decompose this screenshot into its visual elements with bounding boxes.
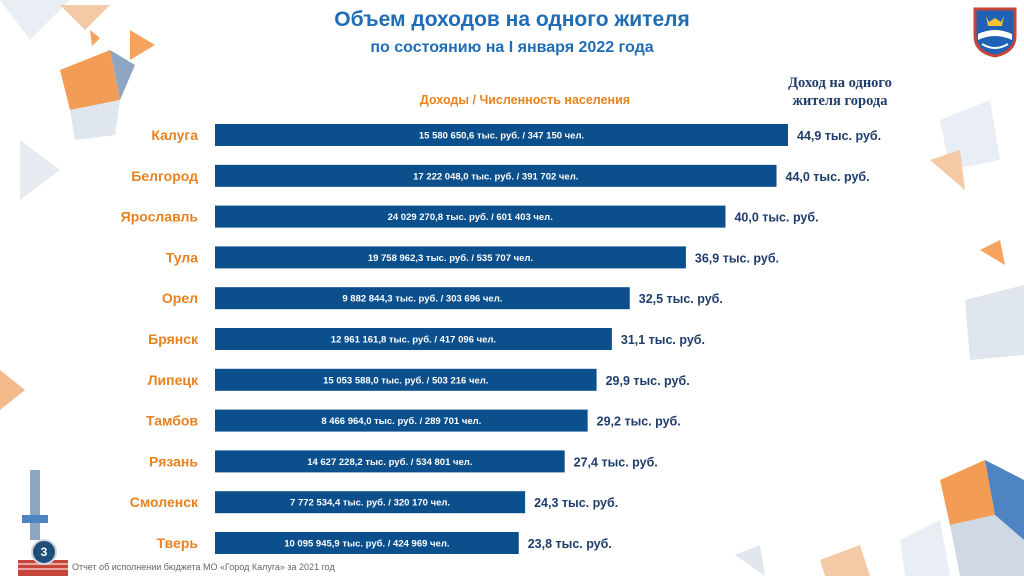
city-label: Брянск bbox=[148, 331, 199, 347]
bar-value-label: 36,9 тыс. руб. bbox=[695, 251, 779, 265]
left-column-header: Доходы / Численность населения bbox=[419, 93, 631, 107]
page-title: Объем доходов на одного жителя bbox=[334, 8, 690, 31]
bar-inner-label: 9 882 844,3 тыс. руб. / 303 696 чел. bbox=[342, 294, 502, 305]
page-number-badge: 3 bbox=[31, 539, 57, 565]
city-label: Ярославль bbox=[121, 209, 199, 225]
bar-inner-label: 24 029 270,8 тыс. руб. / 601 403 чел. bbox=[388, 212, 553, 223]
city-label: Тула bbox=[166, 249, 199, 265]
bar-value-label: 44,9 тыс. руб. bbox=[797, 129, 881, 143]
bar bbox=[215, 328, 612, 350]
bar-inner-label: 14 627 228,2 тыс. руб. / 534 801 чел. bbox=[307, 457, 472, 468]
bar-value-label: 29,2 тыс. руб. bbox=[597, 415, 681, 429]
city-label: Тверь bbox=[157, 535, 199, 551]
page-subtitle: по состоянию на I января 2022 года bbox=[370, 39, 654, 56]
right-column-header-line2: жителя города bbox=[792, 93, 888, 109]
bar-inner-label: 15 580 650,6 тыс. руб. / 347 150 чел. bbox=[419, 131, 584, 142]
bar-value-label: 31,1 тыс. руб. bbox=[621, 333, 705, 347]
bar bbox=[215, 368, 597, 391]
city-label: Орел bbox=[162, 290, 198, 306]
bar-inner-label: 15 053 588,0 тыс. руб. / 503 216 чел. bbox=[323, 375, 488, 386]
bar-inner-label: 12 961 161,8 тыс. руб. / 417 096 чел. bbox=[331, 335, 496, 346]
city-label: Липецк bbox=[148, 372, 199, 388]
bar-value-label: 44,0 тыс. руб. bbox=[786, 170, 870, 184]
bar-value-label: 29,9 тыс. руб. bbox=[606, 374, 690, 388]
bar bbox=[215, 450, 565, 473]
bar-inner-label: 8 466 964,0 тыс. руб. / 289 701 чел. bbox=[321, 416, 481, 427]
right-column-header-line1: Доход на одного bbox=[788, 75, 892, 91]
bar bbox=[215, 287, 630, 310]
bar bbox=[215, 205, 726, 228]
city-label: Белгород bbox=[131, 168, 198, 184]
right-column-header: Доход на одного жителя города bbox=[770, 74, 910, 110]
bar-value-label: 40,0 тыс. руб. bbox=[734, 211, 818, 225]
bar bbox=[215, 532, 519, 554]
city-label: Рязань bbox=[149, 453, 198, 469]
bar bbox=[215, 246, 686, 269]
bar-value-label: 32,5 тыс. руб. bbox=[639, 292, 723, 306]
bar-inner-label: 10 095 945,9 тыс. руб. / 424 969 чел. bbox=[284, 539, 449, 550]
bar bbox=[215, 124, 788, 146]
city-crest-logo bbox=[973, 7, 1017, 58]
bar-value-label: 23,8 тыс. руб. bbox=[528, 537, 612, 551]
bar bbox=[215, 164, 777, 187]
city-label: Смоленск bbox=[130, 494, 199, 510]
bar bbox=[215, 409, 588, 432]
bar bbox=[215, 491, 526, 514]
bar-inner-label: 19 758 962,3 тыс. руб. / 535 707 чел. bbox=[368, 253, 533, 264]
footer-text: Отчет об исполнении бюджета МО «Город Ка… bbox=[72, 562, 335, 572]
bar-value-label: 27,4 тыс. руб. bbox=[574, 455, 658, 469]
city-label: Калуга bbox=[151, 127, 198, 143]
bar-inner-label: 17 222 048,0 тыс. руб. / 391 702 чел. bbox=[413, 171, 578, 182]
bar-value-label: 24,3 тыс. руб. bbox=[534, 496, 618, 510]
city-label: Тамбов bbox=[146, 413, 198, 429]
bar-inner-label: 7 772 534,4 тыс. руб. / 320 170 чел. bbox=[290, 498, 450, 509]
